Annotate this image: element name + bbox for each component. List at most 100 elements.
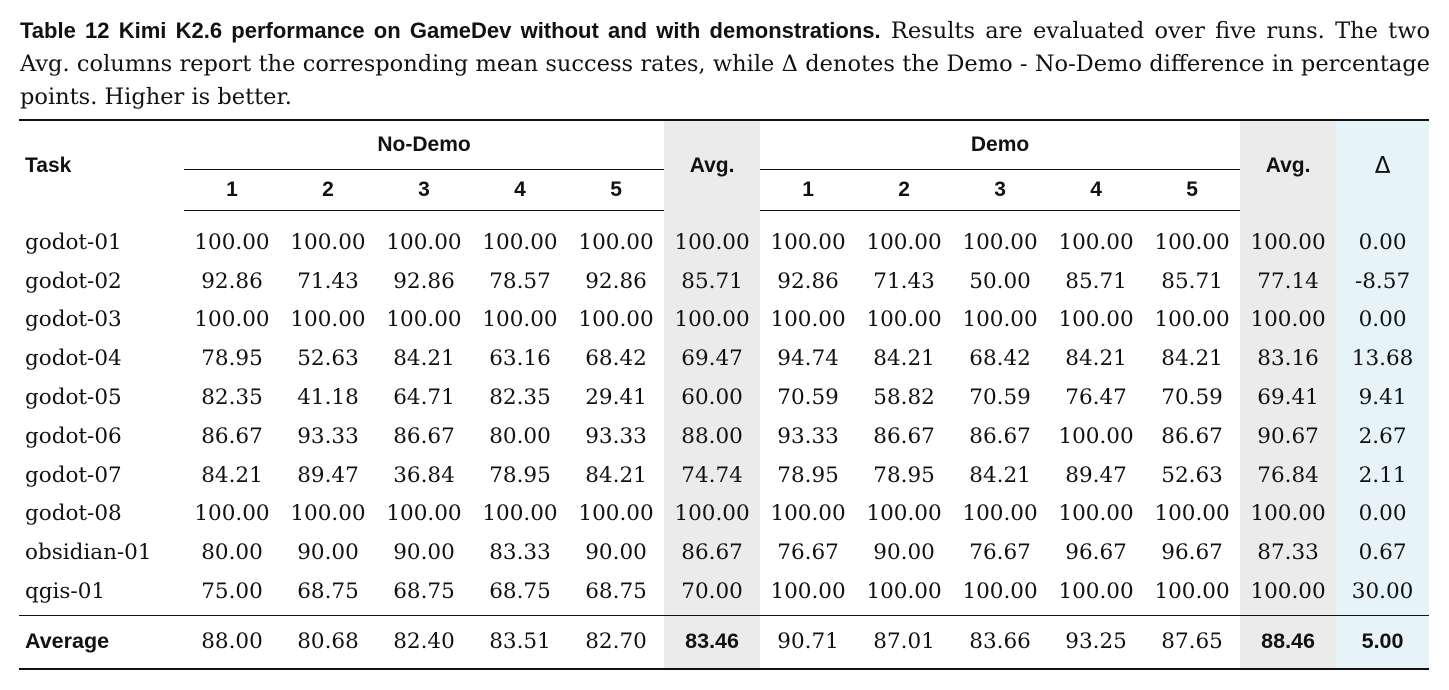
table-cell: 68.42 <box>969 346 1031 372</box>
table-cell: 86.67 <box>873 423 935 449</box>
nodemo-avg-cell: 86.67 <box>664 533 761 573</box>
demo-run-header: 4 <box>1048 169 1145 211</box>
table-cell: 89.47 <box>1065 462 1127 488</box>
table-row: godot-02 92.86 71.43 92.86 78.57 92.86 85.71 92… <box>19 261 1430 301</box>
table-cell: 100.00 <box>194 229 270 255</box>
task-name-cell: godot-07 <box>25 462 122 488</box>
table-cell: 76.67 <box>777 540 839 566</box>
table-cell: 87.01 <box>856 614 953 670</box>
table-cell: 52.63 <box>1161 462 1223 488</box>
nodemo-avg-cell: 74.74 <box>664 455 761 495</box>
table-cell: 86.67 <box>393 423 455 449</box>
average-row: Average 88.00 80.68 82.40 83.51 82.70 83… <box>19 614 1430 670</box>
header-spacer <box>19 210 1430 219</box>
nodemo-average-cell: 83.46 <box>664 614 761 670</box>
table-cell: 100.00 <box>482 229 558 255</box>
demo-avg-cell: 100.00 <box>1240 572 1337 616</box>
table-cell: 100.00 <box>578 501 654 527</box>
table-cell: 100.00 <box>194 501 270 527</box>
table-cell: 93.25 <box>1048 614 1145 670</box>
task-name-cell: godot-06 <box>25 423 122 449</box>
delta-cell: 30.00 <box>1336 572 1430 616</box>
table-cell: 63.16 <box>489 346 551 372</box>
table-cell: 92.86 <box>585 268 647 294</box>
nodemo-avg-cell: 100.00 <box>664 219 761 262</box>
table-cell: 70.59 <box>969 385 1031 411</box>
table-cell: 100.00 <box>866 579 942 605</box>
delta-cell: -8.57 <box>1336 261 1430 301</box>
nodemo-avg-cell: 60.00 <box>664 378 761 417</box>
demo-avg-cell: 90.67 <box>1240 416 1337 456</box>
table-cell: 100.00 <box>1058 307 1134 333</box>
table-cell: 80.00 <box>489 423 551 449</box>
table-cell: 86.67 <box>1161 423 1223 449</box>
table-cell: 100.00 <box>482 307 558 333</box>
nodemo-avg-cell: 100.00 <box>664 494 761 534</box>
header-row-groups: Task No-Demo Avg. Demo Avg. Δ <box>19 120 1430 211</box>
table-cell: 84.21 <box>393 346 455 372</box>
nodemo-group-header: No-Demo <box>184 120 665 170</box>
table-cell: 83.33 <box>489 540 551 566</box>
demo-run-header: 2 <box>856 169 953 211</box>
table-cell: 90.00 <box>585 540 647 566</box>
table-cell: 90.00 <box>393 540 455 566</box>
caption-text: Results are evaluated over five runs. Th… <box>20 18 1431 110</box>
table-cell: 100.00 <box>290 229 366 255</box>
demo-avg-cell: 77.14 <box>1240 261 1337 301</box>
table-cell: 52.63 <box>297 346 359 372</box>
table-row: godot-08 100.00 100.00 100.00 100.00 100.00 10… <box>19 494 1430 534</box>
delta-cell: 0.00 <box>1336 219 1430 262</box>
table-cell: 85.71 <box>1065 268 1127 294</box>
delta-cell: 9.41 <box>1336 378 1430 417</box>
table-cell: 100.00 <box>866 501 942 527</box>
table-cell: 88.00 <box>184 614 280 670</box>
delta-cell: 0.00 <box>1336 300 1430 340</box>
table-cell: 78.95 <box>489 462 551 488</box>
table-cell: 41.18 <box>297 385 359 411</box>
table-cell: 71.43 <box>297 268 359 294</box>
table-cell: 84.21 <box>201 462 263 488</box>
demo-run-header: 1 <box>760 169 857 211</box>
nodemo-run-header: 1 <box>184 169 280 211</box>
table-row: godot-06 86.67 93.33 86.67 80.00 93.33 88.00 93… <box>19 416 1430 456</box>
table-cell: 78.95 <box>777 462 839 488</box>
demo-group-header: Demo <box>760 120 1241 170</box>
table-row: godot-03 100.00 100.00 100.00 100.00 100.00 10… <box>19 300 1430 340</box>
table-cell: 76.47 <box>1065 385 1127 411</box>
demo-avg-cell: 83.16 <box>1240 339 1337 379</box>
table-row: godot-04 78.95 52.63 84.21 63.16 68.42 69.47 94… <box>19 339 1430 379</box>
nodemo-run-header: 5 <box>568 169 665 211</box>
delta-cell: 2.67 <box>1336 416 1430 456</box>
table-cell: 100.00 <box>482 501 558 527</box>
header-row-runs: 1 2 3 4 5 1 2 3 4 5 <box>19 169 1429 211</box>
table-cell: 94.74 <box>777 346 839 372</box>
table-cell: 90.00 <box>873 540 935 566</box>
table-cell: 82.40 <box>376 614 472 670</box>
table-cell: 36.84 <box>393 462 455 488</box>
table-cell: 86.67 <box>201 423 263 449</box>
task-header: Task <box>25 153 72 177</box>
table-cell: 100.00 <box>386 229 462 255</box>
table-cell: 68.75 <box>489 579 551 605</box>
table-cell: 100.00 <box>770 229 846 255</box>
delta-cell: 2.11 <box>1336 455 1430 495</box>
table-cell: 100.00 <box>770 579 846 605</box>
task-name-cell: godot-03 <box>25 307 122 333</box>
table-cell: 100.00 <box>1058 501 1134 527</box>
table-cell: 68.75 <box>297 579 359 605</box>
table-cell: 50.00 <box>969 268 1031 294</box>
table-cell: 100.00 <box>386 307 462 333</box>
task-name-cell: godot-04 <box>25 346 122 372</box>
table-body: godot-01 100.00 100.00 100.00 100.00 100.00 10… <box>19 219 1430 616</box>
table-cell: 92.86 <box>393 268 455 294</box>
table-cell: 100.00 <box>1154 579 1230 605</box>
table-cell: 100.00 <box>290 501 366 527</box>
table-cell: 84.21 <box>1065 346 1127 372</box>
table-cell: 78.95 <box>201 346 263 372</box>
task-name-cell: obsidian-01 <box>25 540 152 566</box>
table-cell: 64.71 <box>393 385 455 411</box>
table-cell: 100.00 <box>866 307 942 333</box>
table-cell: 78.57 <box>489 268 551 294</box>
table-cell: 87.65 <box>1144 614 1241 670</box>
delta-average-cell: 5.00 <box>1336 614 1430 670</box>
